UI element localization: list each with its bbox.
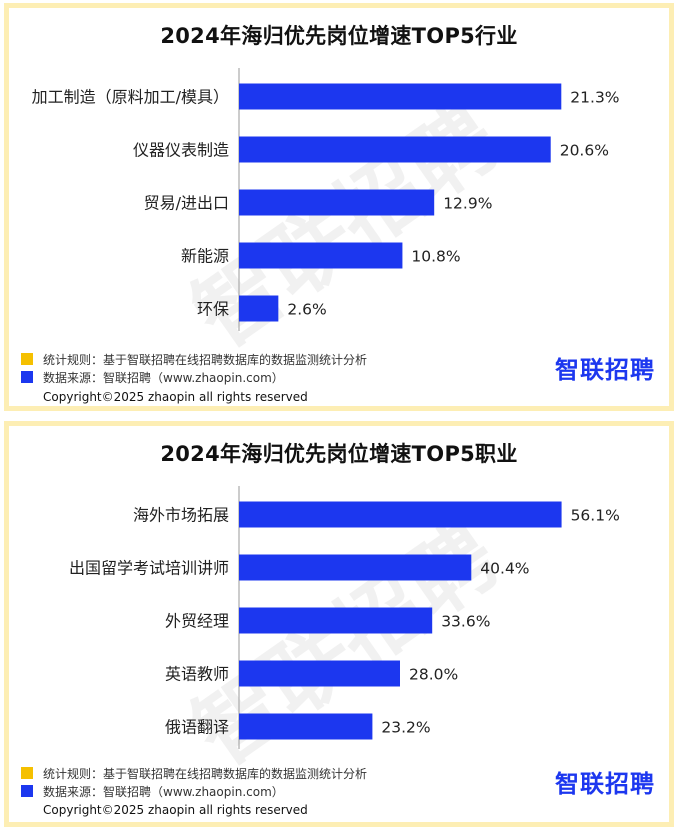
category-label: 环保 <box>197 300 229 319</box>
value-label: 20.6% <box>560 142 609 160</box>
category-label: 外贸经理 <box>165 612 229 631</box>
rule-swatch <box>21 767 33 779</box>
bar <box>239 607 433 634</box>
source-note: 数据来源：智联招聘（www.zhaopin.com） <box>21 782 367 800</box>
value-label: 56.1% <box>571 507 620 525</box>
chart-panel-industries: 2024年海归优先岗位增速TOP5行业 智联招聘 加工制造（原料加工/模具） 21… <box>4 3 674 411</box>
rule-note: 统计规则：基于智联招聘在线招聘数据库的数据监测统计分析 <box>21 764 367 782</box>
category-label: 英语教师 <box>165 665 229 684</box>
bar <box>239 83 562 110</box>
category-label: 新能源 <box>181 247 229 266</box>
value-label: 33.6% <box>441 613 490 631</box>
bar-chart-industries: 加工制造（原料加工/模具） 21.3% 仪器仪表制造 20.6% 贸易/进出口 12.9%… <box>32 68 620 331</box>
category-label: 加工制造（原料加工/模具） <box>32 88 229 107</box>
chart-panel-occupations: 2024年海归优先岗位增速TOP5职业 智联招聘 海外市场拓展 56.1% 出国留学… <box>4 421 674 827</box>
rule-text: 统计规则：基于智联招聘在线招聘数据库的数据监测统计分析 <box>43 766 368 781</box>
source-note: 数据来源：智联招聘（www.zhaopin.com） <box>21 368 367 386</box>
value-label: 40.4% <box>480 560 529 578</box>
bar <box>239 189 435 216</box>
value-label: 21.3% <box>570 89 619 107</box>
chart-notes: 统计规则：基于智联招聘在线招聘数据库的数据监测统计分析 数据来源：智联招聘（ww… <box>21 764 367 800</box>
zhaopin-logo: 智联招聘 <box>555 770 655 798</box>
copyright-text: Copyright©2025 zhaopin all rights reserv… <box>43 803 308 817</box>
category-label: 出国留学考试培训讲师 <box>69 559 229 578</box>
bar <box>239 136 551 163</box>
chart-title: 2024年海归优先岗位增速TOP5职业 <box>160 442 518 466</box>
zhaopin-logo: 智联招聘 <box>555 356 655 384</box>
copyright-text: Copyright©2025 zhaopin all rights reserv… <box>43 390 308 404</box>
rule-text: 统计规则：基于智联招聘在线招聘数据库的数据监测统计分析 <box>43 352 368 367</box>
value-label: 28.0% <box>409 666 458 684</box>
bar <box>239 242 403 269</box>
source-swatch <box>21 785 33 797</box>
category-label: 仪器仪表制造 <box>133 141 229 160</box>
chart-title: 2024年海归优先岗位增速TOP5行业 <box>160 24 518 48</box>
bar <box>239 554 472 581</box>
value-label: 23.2% <box>381 719 430 737</box>
chart-notes: 统计规则：基于智联招聘在线招聘数据库的数据监测统计分析 数据来源：智联招聘（ww… <box>21 350 367 386</box>
category-label: 俄语翻译 <box>165 718 229 737</box>
rule-swatch <box>21 353 33 365</box>
rule-note: 统计规则：基于智联招聘在线招聘数据库的数据监测统计分析 <box>21 350 367 368</box>
bar <box>239 660 400 687</box>
category-label: 贸易/进出口 <box>144 194 229 213</box>
value-label: 2.6% <box>287 301 326 319</box>
bar-chart-occupations: 海外市场拓展 56.1% 出国留学考试培训讲师 40.4% 外贸经理 33.6% 英语教师 2… <box>69 486 620 749</box>
source-text: 数据来源：智联招聘（www.zhaopin.com） <box>43 370 284 385</box>
source-swatch <box>21 371 33 383</box>
bar <box>239 713 373 740</box>
category-label: 海外市场拓展 <box>133 506 229 525</box>
value-label: 12.9% <box>443 195 492 213</box>
bar <box>239 501 562 528</box>
value-label: 10.8% <box>411 248 460 266</box>
bar <box>239 295 279 322</box>
source-text: 数据来源：智联招聘（www.zhaopin.com） <box>43 784 284 799</box>
